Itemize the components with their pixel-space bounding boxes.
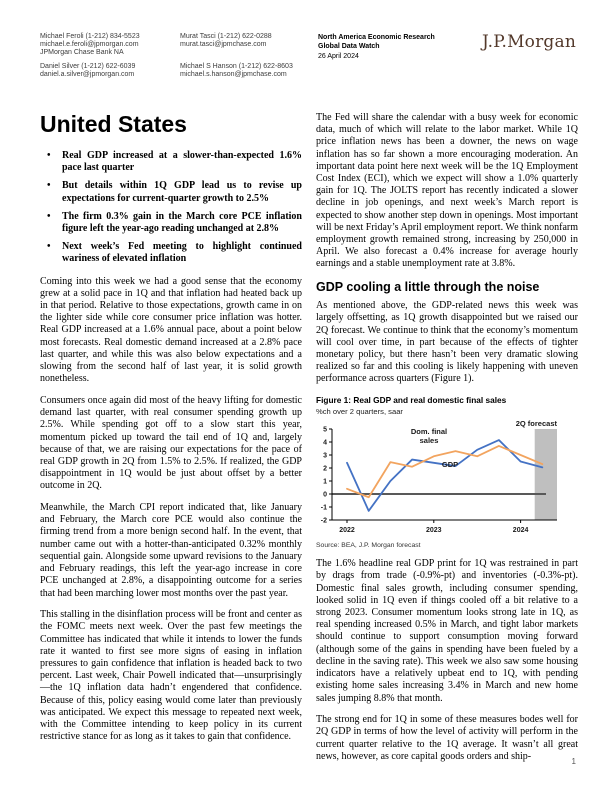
- left-column: United States Real GDP increased at a sl…: [40, 112, 302, 763]
- dom-final-sales-label: Dom. final: [411, 427, 447, 436]
- figure1: Figure 1: Real GDP and real domestic fin…: [316, 395, 578, 550]
- body-paragraph: As mentioned above, the GDP-related news…: [316, 300, 578, 385]
- dom-final-sales-label: sales: [420, 436, 439, 445]
- contact-name-phone: Murat Tasci (1-212) 622-0288: [180, 33, 272, 40]
- y-tick-label: 5: [323, 427, 327, 434]
- figure-subtitle: %ch over 2 quarters, saar: [316, 407, 403, 417]
- y-tick-label: 1: [323, 479, 327, 486]
- author-column-2: Murat Tasci (1-212) 622-0288 murat.tasci…: [180, 33, 318, 93]
- body-paragraph: The strong end for 1Q in some of these m…: [316, 714, 578, 762]
- document-header: Michael Feroli (1-212) 834-5523 michael.…: [40, 33, 576, 93]
- contact-email: michael.s.hanson@jpmchase.com: [180, 71, 287, 78]
- publication-info: North America Economic Research Global D…: [318, 33, 482, 61]
- summary-bullet: But details within 1Q GDP lead us to rev…: [40, 180, 302, 204]
- author-column-1: Michael Feroli (1-212) 834-5523 michael.…: [40, 33, 180, 93]
- contact-email: daniel.a.silver@jpmorgan.com: [40, 71, 135, 78]
- summary-bullet: Next week’s Fed meeting to highlight con…: [40, 241, 302, 265]
- right-column: The Fed will share the calendar with a b…: [316, 112, 578, 763]
- contact-block: Michael Feroli (1-212) 834-5523 michael.…: [40, 33, 180, 61]
- contact-block: Daniel Silver (1-212) 622-6039 daniel.a.…: [40, 63, 180, 91]
- publication-date: 26 April 2024: [318, 53, 359, 60]
- gdp-label: GDP: [442, 460, 458, 469]
- x-tick-label: 2023: [426, 527, 442, 534]
- x-tick-label: 2024: [513, 527, 529, 534]
- contact-email: murat.tasci@jpmchase.com: [180, 41, 267, 48]
- body-paragraph: Coming into this week we had a good sens…: [40, 275, 302, 385]
- series-line-dom-final-sales: [346, 445, 544, 499]
- contact-name-phone: Michael Feroli (1-212) 834-5523: [40, 33, 140, 40]
- page-body: United States Real GDP increased at a sl…: [40, 112, 578, 763]
- page-number: 1: [571, 757, 576, 766]
- contact-email: michael.e.feroli@jpmorgan.com: [40, 41, 139, 48]
- body-paragraph: Meanwhile, the March CPI report indicate…: [40, 502, 302, 599]
- contact-block: Murat Tasci (1-212) 622-0288 murat.tasci…: [180, 33, 318, 61]
- figure-source: Source: BEA, J.P. Morgan forecast: [316, 542, 421, 550]
- section-heading: GDP cooling a little through the noise: [316, 280, 540, 295]
- y-tick-label: 3: [323, 453, 327, 460]
- body-paragraph: Consumers once again did most of the hea…: [40, 394, 302, 492]
- y-tick-label: -2: [321, 518, 327, 525]
- forecast-band: [534, 429, 557, 521]
- body-paragraph: This stalling in the disinflation proces…: [40, 609, 302, 743]
- jpmorgan-logo: J.P.Morgan: [481, 32, 576, 52]
- summary-bullet: The firm 0.3% gain in the March core PCE…: [40, 211, 302, 235]
- y-tick-label: 2: [323, 466, 327, 473]
- figure-title: Figure 1: Real GDP and real domestic fin…: [316, 395, 507, 406]
- contact-name-phone: Michael S Hanson (1-212) 622-8603: [180, 63, 293, 70]
- summary-bullet: Real GDP increased at a slower-than-expe…: [40, 150, 302, 174]
- page-title: United States: [40, 111, 187, 137]
- publication-name: Global Data Watch: [318, 43, 380, 50]
- y-tick-label: 4: [323, 440, 327, 447]
- research-group: North America Economic Research: [318, 34, 435, 41]
- y-tick-label: 0: [323, 492, 327, 499]
- contact-org: JPMorgan Chase Bank NA: [40, 49, 124, 56]
- contact-name-phone: Daniel Silver (1-212) 622-6039: [40, 63, 136, 70]
- body-paragraph: The Fed will share the calendar with a b…: [316, 112, 578, 270]
- y-tick-label: -1: [321, 505, 327, 512]
- summary-bullets: Real GDP increased at a slower-than-expe…: [40, 150, 302, 266]
- contact-block: Michael S Hanson (1-212) 622-8603 michae…: [180, 63, 318, 91]
- x-tick-label: 2022: [339, 527, 355, 534]
- forecast-label: 2Q forecast: [516, 419, 558, 428]
- body-paragraph: The 1.6% headline real GDP print for 1Q …: [316, 558, 578, 704]
- series-line-gdp: [346, 439, 544, 512]
